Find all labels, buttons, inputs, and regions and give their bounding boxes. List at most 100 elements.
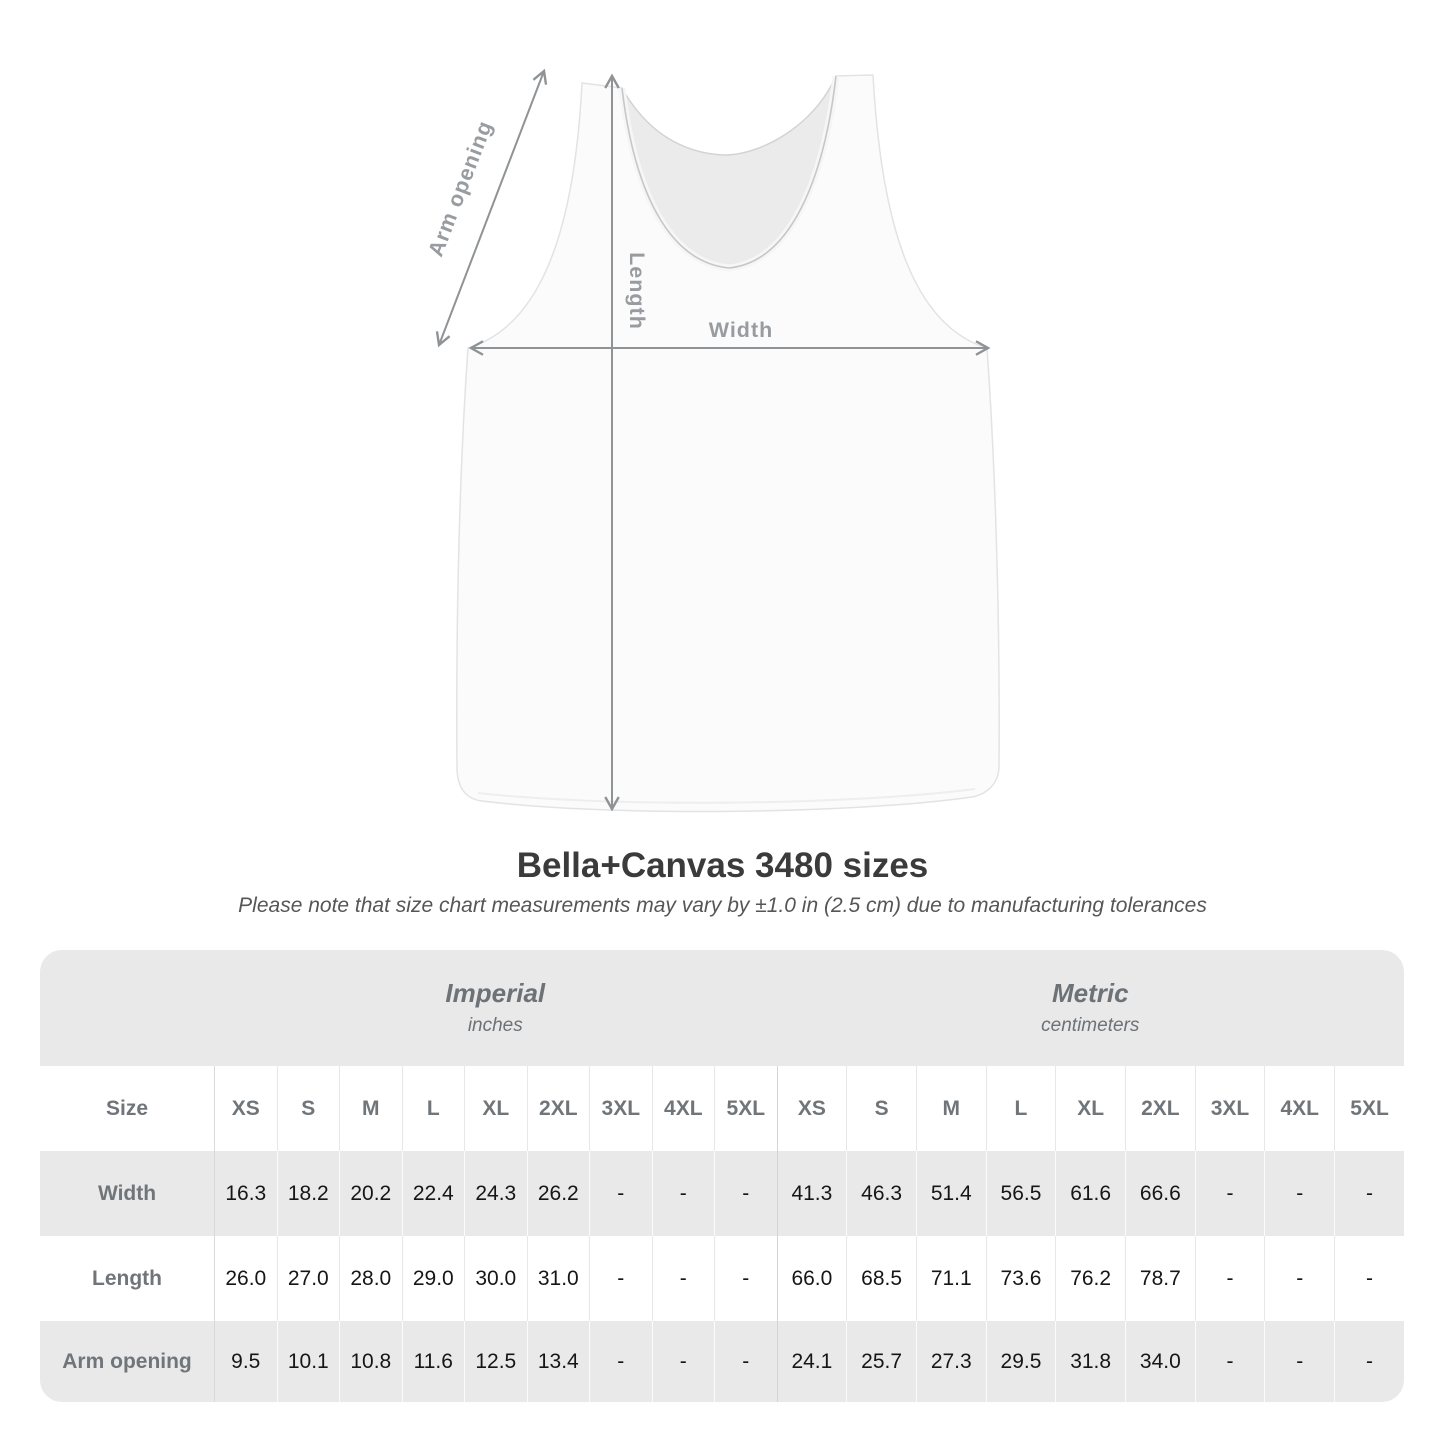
size-header-metric-s: S (846, 1066, 916, 1151)
page-title: Bella+Canvas 3480 sizes (516, 846, 929, 885)
value-cell: - (1194, 1321, 1265, 1402)
size-header-imperial-xs: XS (214, 1066, 277, 1151)
value-cell: - (1334, 1236, 1404, 1321)
value-cell: 31.0 (526, 1236, 590, 1321)
value-cell: - (589, 1321, 652, 1402)
imperial-header: Imperial inches (214, 950, 777, 1066)
size-header-metric-l: L (985, 1066, 1056, 1151)
value-cell: 51.4 (915, 1151, 986, 1236)
value-cell: 22.4 (401, 1151, 465, 1236)
value-cell: 66.0 (776, 1236, 847, 1321)
size-chart-table: Imperial inches Metric centimeters Size … (40, 950, 1404, 1402)
value-cell: 10.1 (276, 1321, 340, 1402)
size-header-imperial-2xl: 2XL (526, 1066, 590, 1151)
size-table: Imperial inches Metric centimeters Size … (40, 950, 1404, 1402)
size-header-metric-m: M (915, 1066, 986, 1151)
value-cell: 29.5 (985, 1321, 1056, 1402)
value-cell: - (1194, 1236, 1265, 1321)
value-cell: 18.2 (276, 1151, 340, 1236)
value-cell: 26.2 (526, 1151, 590, 1236)
value-cell: 29.0 (401, 1236, 465, 1321)
value-cell: 11.6 (401, 1321, 465, 1402)
size-header-imperial-s: S (276, 1066, 340, 1151)
length-row: Length 26.0 27.0 28.0 29.0 30.0 31.0 - -… (40, 1236, 1404, 1321)
size-header-imperial-l: L (401, 1066, 465, 1151)
size-header-metric-xs: XS (776, 1066, 847, 1151)
value-cell: 66.6 (1124, 1151, 1195, 1236)
value-cell: 10.8 (339, 1321, 402, 1402)
width-row: Width 16.3 18.2 20.2 22.4 24.3 26.2 - - … (40, 1151, 1404, 1236)
value-cell: - (1334, 1151, 1404, 1236)
size-header-metric-3xl: 3XL (1194, 1066, 1265, 1151)
value-cell: 41.3 (776, 1151, 847, 1236)
tank-top-svg: Width Length Arm opening (424, 68, 1000, 813)
value-cell: 46.3 (846, 1151, 916, 1236)
value-cell: 34.0 (1124, 1321, 1195, 1402)
value-cell: 16.3 (214, 1151, 277, 1236)
value-cell: - (1264, 1236, 1335, 1321)
value-cell: - (589, 1236, 652, 1321)
value-cell: - (1264, 1151, 1335, 1236)
value-cell: 27.3 (915, 1321, 986, 1402)
length-label: Length (625, 252, 649, 330)
size-header-metric-4xl: 4XL (1264, 1066, 1335, 1151)
unit-header-spacer (40, 950, 215, 1066)
value-cell: - (589, 1151, 652, 1236)
imperial-unit: inches (467, 1014, 523, 1036)
tank-neck-interior (622, 76, 836, 268)
width-label: Width (709, 318, 774, 342)
value-cell: 28.0 (339, 1236, 402, 1321)
unit-header-row: Imperial inches Metric centimeters (40, 950, 1404, 1066)
metric-unit: centimeters (1041, 1014, 1140, 1036)
value-cell: - (651, 1236, 715, 1321)
value-cell: 25.7 (846, 1321, 916, 1402)
value-cell: 71.1 (915, 1236, 986, 1321)
value-cell: 31.8 (1055, 1321, 1125, 1402)
arm-opening-row: Arm opening 9.5 10.1 10.8 11.6 12.5 13.4… (40, 1321, 1404, 1402)
size-header-imperial-4xl: 4XL (651, 1066, 715, 1151)
value-cell: - (1334, 1321, 1404, 1402)
tank-top-diagram: Width Length Arm opening (420, 55, 1020, 845)
size-header-metric-5xl: 5XL (1334, 1066, 1404, 1151)
size-header-imperial-xl: XL (464, 1066, 527, 1151)
value-cell: 30.0 (464, 1236, 527, 1321)
size-header-imperial-5xl: 5XL (714, 1066, 777, 1151)
metric-title: Metric (1051, 978, 1129, 1009)
neck-seam (621, 75, 837, 269)
value-cell: 26.0 (214, 1236, 277, 1321)
value-cell: 24.3 (464, 1151, 527, 1236)
size-header-imperial-m: M (339, 1066, 402, 1151)
imperial-title: Imperial (445, 978, 546, 1009)
value-cell: - (714, 1236, 777, 1321)
value-cell: - (714, 1151, 777, 1236)
value-cell: 13.4 (526, 1321, 590, 1402)
value-cell: - (651, 1321, 715, 1402)
value-cell: - (651, 1151, 715, 1236)
value-cell: 73.6 (985, 1236, 1056, 1321)
row-label-width: Width (40, 1151, 215, 1236)
value-cell: 9.5 (214, 1321, 277, 1402)
value-cell: 27.0 (276, 1236, 340, 1321)
value-cell: 20.2 (339, 1151, 402, 1236)
value-cell: 76.2 (1055, 1236, 1125, 1321)
value-cell: 68.5 (846, 1236, 916, 1321)
size-column-header: Size (40, 1066, 215, 1151)
size-header-metric-xl: XL (1055, 1066, 1125, 1151)
value-cell: - (1264, 1321, 1335, 1402)
size-header-imperial-3xl: 3XL (589, 1066, 652, 1151)
row-label-length: Length (40, 1236, 215, 1321)
value-cell: - (714, 1321, 777, 1402)
value-cell: 78.7 (1124, 1236, 1195, 1321)
arm-opening-label: Arm opening (424, 117, 498, 260)
metric-header: Metric centimeters (776, 950, 1404, 1066)
value-cell: 56.5 (985, 1151, 1056, 1236)
value-cell: 61.6 (1055, 1151, 1125, 1236)
tolerance-note: Please note that size chart measurements… (238, 894, 1207, 917)
arm-opening-arrow (435, 68, 548, 348)
value-cell: - (1194, 1151, 1265, 1236)
hem-stitch-line (477, 788, 976, 804)
size-header-row: Size XS S M L XL 2XL 3XL 4XL 5XL XS S M … (40, 1066, 1404, 1151)
back-collar-seam (621, 75, 837, 156)
value-cell: 24.1 (776, 1321, 847, 1402)
